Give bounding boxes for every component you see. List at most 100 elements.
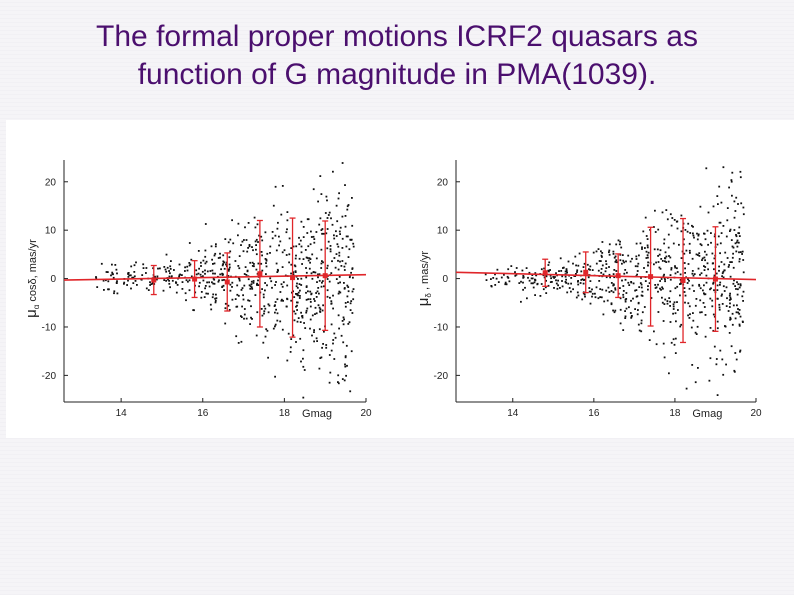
scatter-point [534,272,537,274]
scatter-point [184,292,187,295]
scatter-point [663,273,665,276]
scatter-point [635,242,638,245]
scatter-point [730,239,733,241]
scatter-point [280,213,283,216]
scatter-point [335,204,338,207]
scatter-point [102,279,105,282]
scatter-point [494,284,497,286]
scatter-point [333,332,336,335]
scatter-point [169,268,172,270]
scatter-point [184,266,186,269]
scatter-point [309,318,312,321]
scatter-point [709,288,711,291]
scatter-point [347,290,350,293]
scatter-point [691,224,693,227]
scatter-point [331,260,333,263]
y-tick-label: 20 [437,177,449,188]
scatter-point [346,284,349,287]
scatter-point [737,311,740,314]
scatter-point [723,290,726,292]
scatter-point [719,221,722,224]
scatter-point [547,269,550,272]
scatter-point [318,279,321,282]
scatter-point [592,251,595,254]
scatter-point [710,241,712,244]
scatter-point [738,235,741,237]
scatter-point [727,266,730,268]
scatter-point [335,230,337,233]
scatter-point [704,293,707,296]
scatter-point [343,282,345,284]
scatter-point [168,275,171,278]
scatter-point [698,285,701,287]
scatter-point [337,268,340,271]
scatter-point [302,236,305,238]
scatter-point [713,235,716,238]
scatter-point [732,246,735,249]
scatter-point [564,275,567,278]
scatter-point [683,287,686,289]
scatter-point [323,285,325,288]
scatter-point [321,280,324,282]
scatter-point [229,289,232,292]
scatter-point [662,342,665,345]
scatter-point [697,267,700,270]
scatter-point [265,265,268,268]
scatter-point [267,303,270,306]
scatter-point [105,271,108,273]
mean-marker [680,278,686,284]
scatter-point [725,235,728,238]
scatter-point [562,266,565,269]
mean-marker [322,273,328,279]
scatter-point [728,306,731,308]
scatter-point [224,302,227,305]
scatter-point [255,248,257,251]
scatter-point [561,285,564,288]
scatter-point [346,205,349,208]
scatter-point [320,193,323,195]
scatter-point [316,290,319,293]
scatter-point [305,309,308,312]
scatter-point [729,318,732,320]
scatter-point [589,265,592,268]
mean-marker [542,270,548,276]
scatter-point [718,221,721,224]
scatter-point [730,180,733,183]
scatter-point [326,247,329,250]
scatter-point [298,297,301,299]
scatter-point [116,272,118,275]
scatter-point [600,268,603,270]
scatter-point [576,271,578,273]
scatter-point [339,291,342,294]
scatter-point [648,339,651,341]
scatter-point [722,373,725,376]
scatter-point [176,284,179,286]
scatter-point [326,278,329,280]
fit-line [455,271,757,281]
scatter-point [321,309,324,312]
scatter-point [631,257,633,260]
scatter-point [149,281,151,284]
scatter-point [644,280,647,282]
scatter-point [339,233,341,235]
scatter-point [305,271,308,274]
scatter-point [740,202,743,205]
scatter-point [345,344,348,347]
scatter-point [300,311,302,314]
scatter-point [227,275,230,277]
scatter-point [625,260,627,263]
scatter-point [712,313,715,316]
scatter-point [565,278,567,281]
scatter-point [738,324,741,327]
scatter-point [240,316,243,318]
scatter-point [286,219,289,222]
scatter-point [240,244,242,246]
scatter-point [713,274,716,277]
scatter-point [658,253,661,256]
scatter-point [326,289,329,292]
scatter-point [276,312,279,315]
scatter-point [600,254,603,257]
scatter-point [286,359,289,362]
binned-mean [647,226,654,327]
scatter-point [326,295,329,298]
